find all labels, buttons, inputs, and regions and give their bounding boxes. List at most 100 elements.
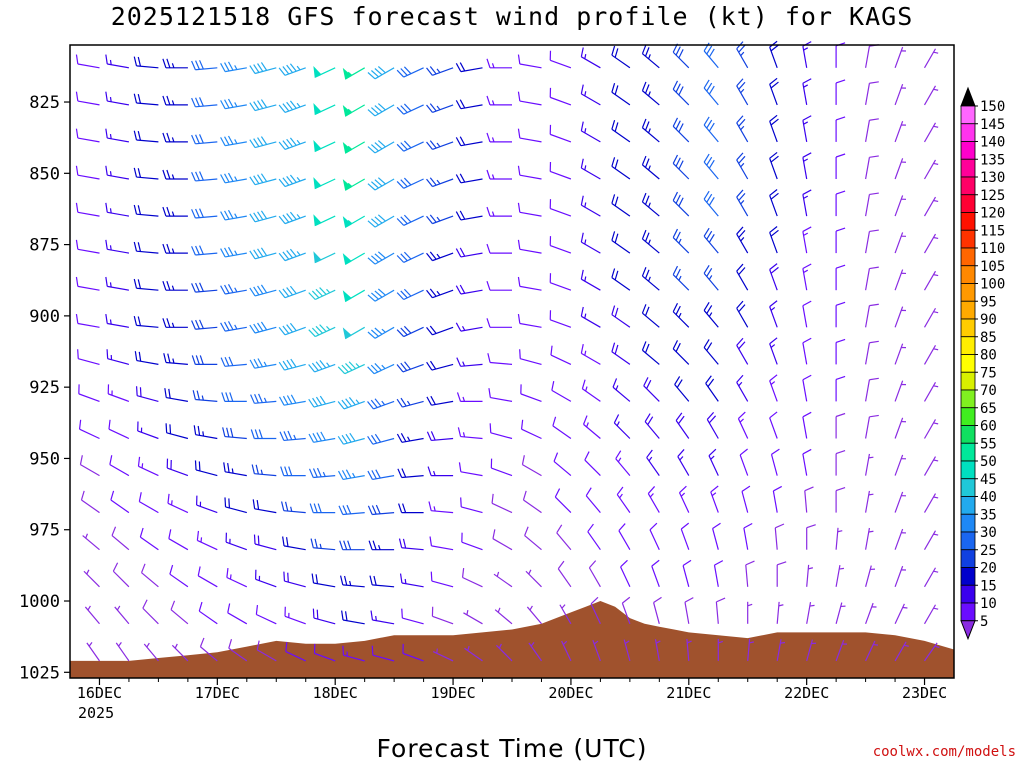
colorbar-label: 140 [980, 135, 1005, 151]
barb-full-tick [374, 142, 383, 150]
barb-full-tick [315, 396, 323, 406]
colorbar-label: 120 [980, 206, 1005, 222]
wind-barb [220, 172, 247, 184]
barb-full-tick [611, 194, 616, 204]
barb-full-tick [370, 434, 378, 444]
barb-half-tick [901, 161, 907, 163]
barb-shaft [136, 102, 159, 106]
barb-shaft [112, 570, 130, 588]
barb-shaft [107, 322, 130, 328]
barb-full-tick [486, 318, 491, 328]
barb-shaft [865, 83, 871, 106]
barb-full-tick [255, 605, 259, 615]
barb-full-tick [163, 353, 167, 363]
barb-full-tick [675, 194, 681, 204]
barb-full-tick [260, 99, 268, 108]
wind-barb [255, 569, 277, 588]
barb-full-tick [105, 165, 108, 176]
credit-link[interactable]: coolwx.com/models [872, 744, 1016, 760]
wind-barb [308, 431, 336, 443]
barb-full-tick [708, 415, 717, 424]
barb-full-tick [255, 464, 259, 475]
barb-shaft [493, 573, 513, 588]
barb-full-tick [319, 395, 327, 405]
barb-full-tick [486, 243, 491, 254]
barb-full-tick [220, 100, 226, 110]
barb-full-tick [427, 466, 432, 476]
barb-full-tick [611, 305, 616, 315]
barb-shaft [285, 651, 306, 662]
wind-barb [802, 263, 812, 291]
colorbar-label: 150 [980, 99, 1005, 115]
barb-full-tick [580, 121, 584, 132]
barb-shaft [581, 93, 601, 106]
barb-shaft [401, 547, 424, 551]
barb-full-tick [456, 392, 462, 402]
barb-full-tick [460, 497, 462, 507]
barb-half-tick [584, 91, 587, 97]
barb-full-tick [198, 601, 203, 612]
barb-full-tick [220, 211, 226, 221]
wind-barb [613, 414, 631, 439]
barb-full-tick [582, 415, 588, 425]
barb-shaft [107, 358, 130, 365]
barb-full-tick [162, 169, 167, 180]
wind-barb [736, 374, 749, 402]
colorbar-swatch [960, 265, 976, 284]
barb-full-tick [426, 141, 433, 150]
barb-shaft [894, 306, 904, 328]
barb-half-tick [648, 456, 653, 462]
barb-half-tick [234, 250, 238, 256]
barb-shaft [136, 395, 159, 402]
barb-shaft [284, 104, 306, 113]
colorbar-label: 70 [980, 383, 997, 399]
wind-barb [367, 66, 395, 80]
wind-barb [802, 448, 812, 476]
barb-full-tick [225, 392, 230, 402]
barb-half-tick [619, 493, 623, 499]
barb-half-tick [202, 431, 205, 437]
barb-full-tick [426, 67, 433, 76]
barb-full-tick [166, 318, 171, 328]
barb-full-tick [162, 58, 167, 68]
barb-full-tick [371, 70, 379, 78]
barb-shaft [492, 538, 513, 551]
wind-barb [223, 462, 247, 477]
wind-barb [769, 300, 778, 328]
barb-full-tick [249, 65, 256, 74]
barb-pennant [313, 65, 322, 78]
wind-barb [253, 534, 277, 551]
barb-shaft [432, 215, 454, 225]
barb-full-tick [195, 97, 200, 107]
barb-full-tick [374, 105, 383, 113]
barb-shaft [313, 582, 336, 588]
wind-barb [708, 448, 719, 476]
wind-barb [371, 645, 395, 662]
barb-shaft [615, 458, 631, 476]
barb-half-tick [85, 533, 89, 539]
colorbar-swatch [960, 176, 976, 196]
barb-shaft [642, 53, 660, 69]
barb-full-tick [105, 54, 108, 65]
barb-shaft [460, 435, 483, 440]
barb-full-tick [703, 116, 710, 126]
barb-shaft [314, 652, 336, 662]
wind-barb [399, 573, 424, 588]
barb-full-tick [641, 192, 647, 203]
barb-shaft [77, 100, 100, 106]
wind-barb [143, 642, 159, 662]
barb-full-tick [398, 538, 403, 548]
barb-half-tick [901, 124, 907, 126]
barb-full-tick [258, 429, 263, 439]
wind-barb [554, 488, 572, 514]
barb-shaft [581, 130, 601, 143]
barb-full-tick [517, 54, 521, 65]
wind-barb [623, 639, 631, 662]
barb-full-tick [371, 645, 374, 656]
barb-half-tick [616, 421, 620, 427]
barb-full-tick [614, 307, 619, 318]
barb-shaft [923, 493, 937, 513]
barb-full-tick [641, 229, 647, 240]
colorbar-swatch [960, 336, 976, 355]
wind-barb [166, 458, 189, 477]
